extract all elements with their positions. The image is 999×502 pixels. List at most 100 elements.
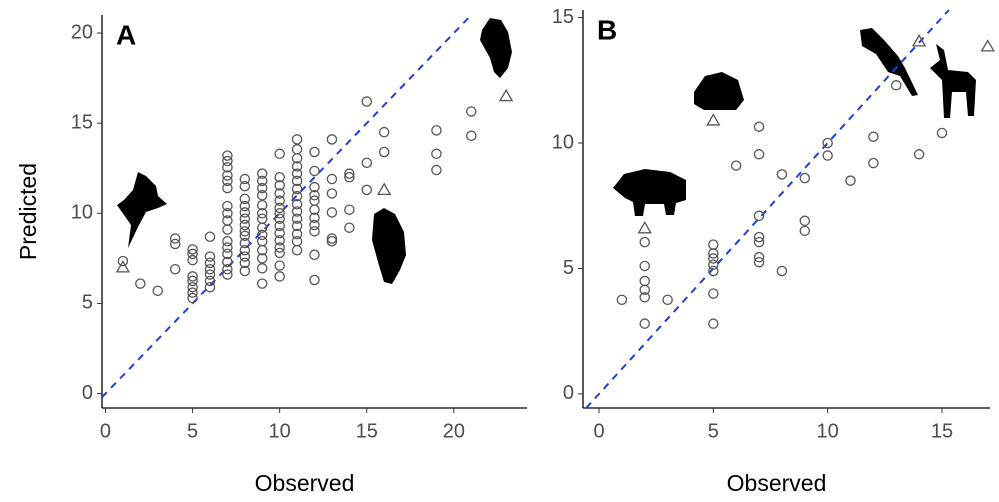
circle-point (274, 247, 285, 259)
circle-point (117, 255, 129, 267)
circle-point (256, 199, 268, 211)
circle-point (222, 235, 233, 247)
circle-point (639, 260, 650, 272)
circle-point (326, 188, 338, 199)
circle-point (239, 207, 251, 218)
silhouettes (117, 18, 976, 284)
y-axis-title: Predicted (15, 163, 41, 260)
circle-point (326, 235, 338, 247)
triangle-point (637, 221, 652, 234)
circle-point (204, 263, 216, 275)
circle-point (708, 259, 719, 270)
circle-point (169, 238, 181, 250)
circle-point (431, 164, 442, 176)
circle-point (708, 248, 719, 259)
circle-point (291, 245, 303, 256)
circle-point (187, 287, 198, 298)
circle-point (799, 172, 811, 184)
circle-point (274, 195, 285, 206)
circle-point (466, 130, 477, 142)
circle-point (239, 237, 251, 249)
x-axis-title: Observed (727, 470, 827, 496)
circle-point (204, 231, 216, 242)
circle-point (239, 173, 251, 185)
circle-point (152, 285, 163, 297)
circle-point (256, 253, 268, 264)
circle-point (222, 263, 233, 275)
circle-point (222, 200, 233, 212)
circle-point (274, 148, 285, 160)
circle-point (431, 148, 442, 160)
circle-point (222, 224, 233, 235)
circle-point (239, 219, 251, 231)
circle-point (708, 239, 719, 250)
circle-point (291, 199, 303, 210)
circle-point (309, 190, 320, 201)
circle-point (708, 253, 719, 264)
y-tick-label: 10 (552, 131, 574, 153)
circle-point (187, 271, 198, 282)
circle-point (639, 275, 650, 287)
circle-point (344, 168, 355, 179)
circle-point (187, 254, 198, 266)
raven-silhouette (117, 172, 167, 248)
circle-point (135, 278, 146, 289)
circle-point (753, 231, 765, 243)
circle-point (708, 318, 719, 329)
circle-point (291, 206, 303, 217)
circle-point (361, 157, 373, 169)
otter-silhouette (860, 28, 918, 96)
circle-point (326, 207, 338, 218)
circle-point (868, 131, 879, 142)
circle-point (222, 269, 233, 280)
circle-point (256, 245, 268, 256)
y-tick-label: 0 (563, 382, 574, 404)
circle-point (274, 235, 285, 246)
circle-point (753, 236, 765, 248)
circle-point (256, 278, 268, 289)
circle-point (274, 260, 285, 271)
circle-point (309, 165, 320, 177)
circle-point (822, 150, 833, 161)
circle-point (291, 220, 303, 232)
circle-point (753, 121, 765, 132)
circle-point (291, 175, 303, 187)
circle-point (291, 228, 303, 240)
circle-point (378, 126, 390, 138)
circle-point (169, 233, 181, 244)
identity-line (101, 14, 472, 398)
hedgehog-silhouette (694, 72, 744, 110)
triangle-point (498, 88, 514, 102)
x-tick-label: 20 (443, 420, 465, 442)
circle-point (326, 233, 338, 244)
circle-point (274, 227, 285, 239)
circle-point (708, 288, 719, 299)
circle-point (326, 173, 338, 185)
panel: 0 5 10 15 0 5 10 15 Observed B (552, 6, 995, 496)
circle-point (274, 208, 285, 219)
circle-point (204, 251, 216, 262)
circle-point (274, 220, 285, 232)
circle-point (708, 265, 719, 277)
circle-point (344, 222, 355, 233)
circle-point (222, 175, 233, 187)
circle-point (222, 182, 233, 194)
x-axis-title: Observed (255, 470, 355, 496)
circle-point (378, 146, 390, 158)
circle-point (187, 248, 198, 260)
y-tick-label: 5 (82, 292, 93, 314)
circle-point (256, 190, 268, 201)
circle-point (256, 229, 268, 241)
circle-point (256, 168, 268, 179)
circle-point (274, 242, 285, 253)
circle-point (309, 226, 320, 237)
x-tick-label: 10 (817, 420, 839, 442)
circle-point (222, 256, 233, 268)
circle-point (169, 263, 181, 275)
circle-point (204, 275, 216, 287)
circle-point (222, 162, 233, 173)
y-tick-label: 20 (71, 21, 93, 43)
y-tick-label: 10 (71, 202, 93, 224)
triangle-point (980, 39, 995, 52)
circle-point (776, 169, 788, 180)
